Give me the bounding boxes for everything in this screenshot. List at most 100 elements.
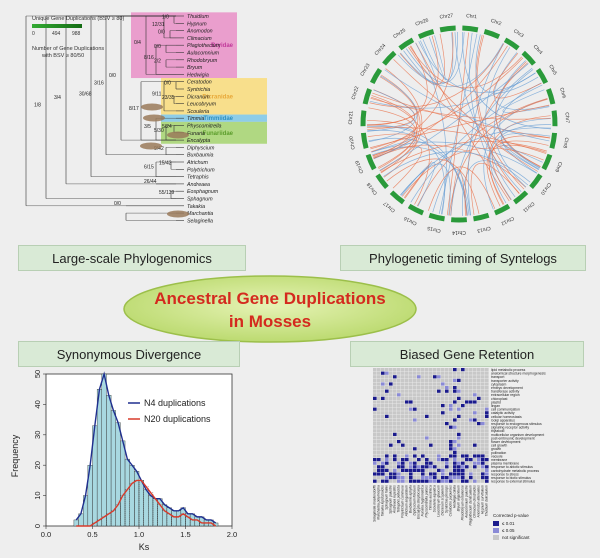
heatmap-cell — [409, 414, 413, 418]
heatmap-cell — [385, 465, 389, 469]
heatmap-cell — [437, 382, 441, 386]
heatmap-cell — [477, 429, 481, 433]
heatmap-cell — [485, 461, 489, 465]
go-term-label: carbohydrate metabolic process — [491, 469, 539, 473]
heatmap-cell — [469, 371, 473, 375]
taxon-label: Leucobryum — [187, 102, 217, 108]
go-term-label: response to abiotic stimulus — [491, 465, 533, 469]
heatmap-cell — [465, 386, 469, 390]
chromosome-label: Chr14 — [452, 229, 466, 235]
heatmap-cell — [457, 386, 461, 390]
legend-label-n20: N20 duplications — [144, 414, 211, 424]
heatmap-cell — [445, 400, 449, 404]
heatmap-cell — [449, 389, 453, 393]
heatmap-cell — [429, 458, 433, 462]
heatmap-cell — [393, 468, 397, 472]
heatmap-cell — [461, 458, 465, 462]
heatmap-cell — [413, 461, 417, 465]
heatmap-cell — [481, 371, 485, 375]
heatmap-cell — [381, 440, 385, 444]
go-term-label: Golgi apparatus — [491, 418, 515, 422]
syntelog-link — [370, 96, 430, 205]
heatmap-cell — [421, 378, 425, 382]
heatmap-cell — [409, 368, 413, 372]
chromosome-label: Chr15 — [427, 225, 442, 234]
heatmap-cell — [485, 422, 489, 426]
heatmap-cell — [453, 404, 457, 408]
heatmap-cell — [465, 411, 469, 415]
heatmap-cell — [397, 476, 401, 480]
main-title-ellipse: Ancestral Gene Duplications in Mosses — [123, 275, 417, 343]
heatmap-cell — [445, 407, 449, 411]
taxon-label: Selaginella — [187, 218, 213, 224]
heatmap-cell — [477, 400, 481, 404]
heatmap-cell — [477, 371, 481, 375]
heatmap-cell — [373, 389, 377, 393]
chromosome-label: Chr1 — [466, 13, 478, 20]
heatmap-cell — [481, 479, 485, 483]
go-term-label: response to biotic stimulus — [491, 476, 531, 480]
heatmap-cell — [449, 382, 453, 386]
heatmap-cell — [381, 432, 385, 436]
histogram-bar-n4 — [175, 510, 182, 527]
heatmap-cell — [481, 411, 485, 415]
taxon-label: Hedwigia — [187, 72, 209, 78]
syntelog-link — [467, 43, 504, 216]
heatmap-cell — [413, 436, 417, 440]
syntelog-link — [383, 68, 423, 178]
species-label: Buxbaumia aphylla — [409, 485, 413, 513]
heatmap-cell — [481, 443, 485, 447]
heatmap-cell — [433, 465, 437, 469]
heatmap-cell — [393, 407, 397, 411]
heatmap-cell — [409, 407, 413, 411]
syntelog-link — [368, 75, 418, 143]
go-term-label: multicellular organism development — [491, 433, 544, 437]
heatmap-cell — [421, 461, 425, 465]
chromosome-arc — [546, 88, 556, 105]
heatmap-cell — [373, 411, 377, 415]
heatmap-cell — [437, 396, 441, 400]
clade-label-bryidae: Bryidae — [211, 43, 234, 49]
x-tick-label: 0.0 — [41, 530, 51, 539]
heatmap-cell — [417, 476, 421, 480]
heatmap-cell — [429, 371, 433, 375]
heatmap-cell — [377, 461, 381, 465]
heatmap-cell — [405, 400, 409, 404]
heatmap-cell — [433, 407, 437, 411]
heatmap-cell — [469, 429, 473, 433]
heatmap-cell — [417, 407, 421, 411]
heatmap-cell — [429, 443, 433, 447]
heatmap-cell — [389, 375, 393, 379]
heatmap-cell — [449, 414, 453, 418]
syntelog-link — [403, 160, 433, 199]
heatmap-cell — [477, 386, 481, 390]
heatmap-cell — [429, 429, 433, 433]
heatmap-cell — [385, 400, 389, 404]
heatmap-cell — [433, 375, 437, 379]
label-syntelogs: Phylogenetic timing of Syntelogs — [340, 245, 586, 271]
heatmap-cell — [377, 458, 381, 462]
heatmap-cell — [469, 407, 473, 411]
go-term-label: plastid — [491, 400, 501, 404]
clade-label-funariidae: Funariidae — [203, 131, 234, 137]
heatmap-cell — [425, 443, 429, 447]
heatmap-cell — [433, 447, 437, 451]
heatmap-cell — [457, 440, 461, 444]
heatmap-cell — [417, 411, 421, 415]
heatmap-cell — [453, 389, 457, 393]
heatmap-cell — [377, 443, 381, 447]
heatmap-cell — [377, 465, 381, 469]
heatmap-cell — [485, 414, 489, 418]
heatmap-cell — [453, 476, 457, 480]
heatmap-cell — [445, 386, 449, 390]
heatmap-cell — [481, 447, 485, 451]
x-tick-label: 2.0 — [227, 530, 237, 539]
heatmap-cell — [389, 476, 393, 480]
chromosome-label: Chr13 — [476, 225, 491, 234]
heatmap-cell — [413, 400, 417, 404]
histogram-bar-n4 — [73, 519, 79, 527]
syntelog-link — [410, 84, 543, 203]
heatmap-cell — [389, 407, 393, 411]
heatmap-cell — [409, 432, 413, 436]
node-count-label: 0/0 — [154, 44, 161, 50]
